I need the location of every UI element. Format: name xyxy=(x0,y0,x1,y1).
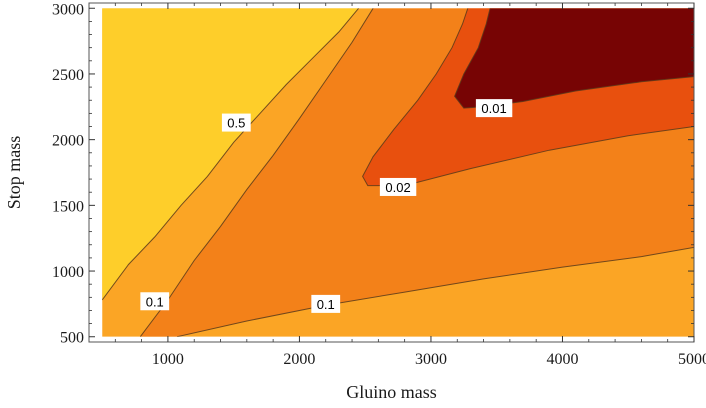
contour-line-0_1-1 xyxy=(139,8,374,337)
x-tick-label: 5000 xyxy=(678,351,706,368)
y-tick-label: 500 xyxy=(60,330,84,347)
x-tick-label: 4000 xyxy=(546,351,578,368)
contour-label-bg xyxy=(379,177,417,196)
plot-frame xyxy=(88,2,695,343)
contour-label: 0.1 xyxy=(140,292,170,311)
x-tick-label: 1000 xyxy=(152,351,184,368)
contour-label-text: 0.02 xyxy=(385,180,410,195)
y-tick-label: 3000 xyxy=(52,1,84,18)
contour-label-text: 0.5 xyxy=(227,116,245,131)
contour-line-0_5-0 xyxy=(102,8,359,301)
contour-label-bg xyxy=(140,292,170,311)
contour-label-text: 0.01 xyxy=(481,101,506,116)
contour-label-bg xyxy=(311,294,341,313)
contour-labels: 0.5 0.1 0.1 0.02 0.01 xyxy=(140,99,513,313)
contour-line-0_1-2 xyxy=(176,246,695,337)
contour-label: 0.1 xyxy=(311,294,341,313)
y-tick-label: 2000 xyxy=(52,133,84,150)
y-tick-label: 1000 xyxy=(52,264,84,281)
contour-label-bg xyxy=(475,99,513,118)
contour-line-0_02-3 xyxy=(362,8,695,187)
contour-lines xyxy=(102,8,695,337)
y-tick-label: 1500 xyxy=(52,198,84,215)
x-axis-title: Gluino mass xyxy=(346,382,437,402)
y-tick-label: 2500 xyxy=(52,67,84,84)
contour-label: 0.02 xyxy=(379,177,417,196)
contour-regions xyxy=(102,8,695,337)
region-above-0.5 xyxy=(102,8,359,337)
region-below-0.01 xyxy=(454,8,694,109)
contour-label-text: 0.1 xyxy=(317,297,335,312)
contour-label-text: 0.1 xyxy=(146,294,164,309)
y-axis-title: Stop mass xyxy=(4,136,24,210)
axis-ticks xyxy=(89,3,695,342)
contour-line-0_01-4 xyxy=(454,8,695,109)
x-tick-label: 3000 xyxy=(415,351,447,368)
contour-label: 0.01 xyxy=(475,99,513,118)
x-tick-labels: 1000 2000 3000 4000 5000 xyxy=(152,351,706,368)
contour-label-bg xyxy=(221,113,251,132)
y-tick-labels: 500 1000 1500 2000 2500 3000 xyxy=(52,1,84,346)
contour-label: 0.5 xyxy=(221,113,251,132)
x-tick-label: 2000 xyxy=(283,351,315,368)
